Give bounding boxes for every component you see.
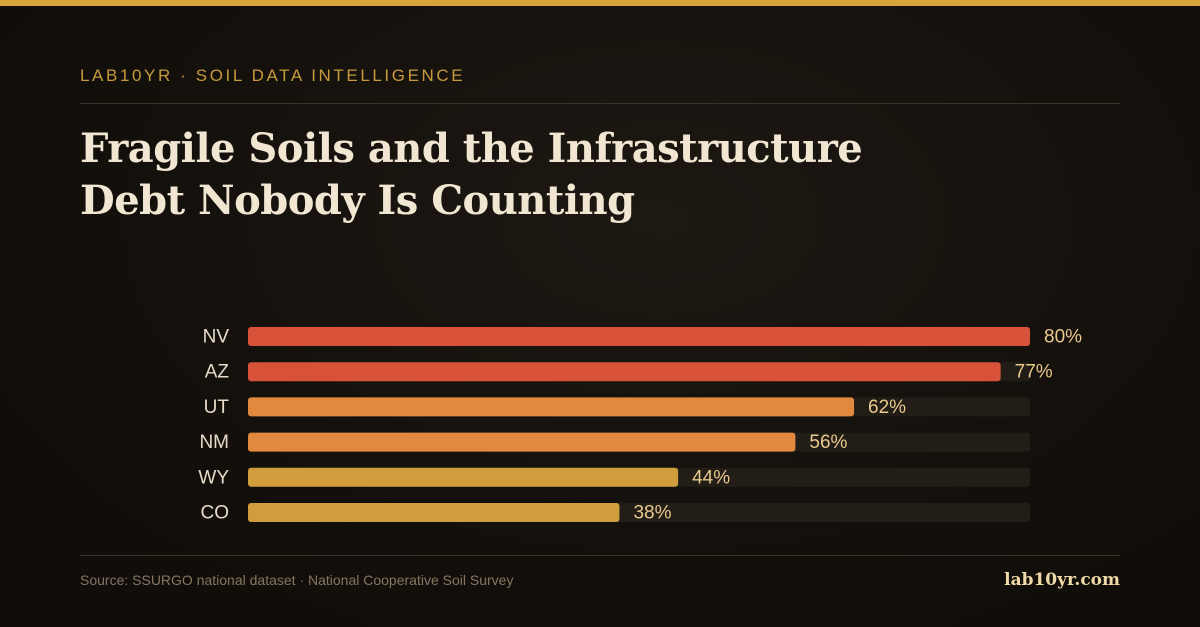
category-label-nv: NV — [203, 327, 230, 348]
category-label-co: CO — [201, 503, 230, 524]
source-note: Source: SSURGO national dataset · Nation… — [80, 572, 514, 588]
bar-ut — [248, 397, 855, 417]
bar-nv — [248, 327, 1030, 346]
value-label-nm: 56% — [809, 432, 847, 453]
bar-nm — [248, 432, 796, 452]
brand-link[interactable]: lab10yr.com — [1004, 570, 1120, 590]
bar-az — [248, 362, 1001, 382]
page-title: Fragile Soils and the Infrastructure Deb… — [80, 125, 863, 224]
value-label-ut: 62% — [868, 397, 906, 418]
category-label-az: AZ — [205, 362, 230, 383]
bar-wy — [248, 467, 679, 487]
bar-co — [248, 503, 620, 522]
accent-top-bar — [0, 0, 1200, 6]
header-divider — [80, 103, 1120, 104]
category-label-nm: NM — [199, 432, 229, 453]
footer-divider — [80, 555, 1120, 556]
value-label-co: 38% — [633, 503, 671, 524]
category-label-ut: UT — [204, 397, 230, 418]
value-label-az: 77% — [1015, 362, 1053, 383]
category-label-wy: WY — [198, 467, 229, 488]
eyebrow-label: LAB10YR · SOIL DATA INTELLIGENCE — [80, 66, 466, 85]
value-label-wy: 44% — [692, 467, 730, 488]
value-label-nv: 80% — [1044, 327, 1082, 348]
